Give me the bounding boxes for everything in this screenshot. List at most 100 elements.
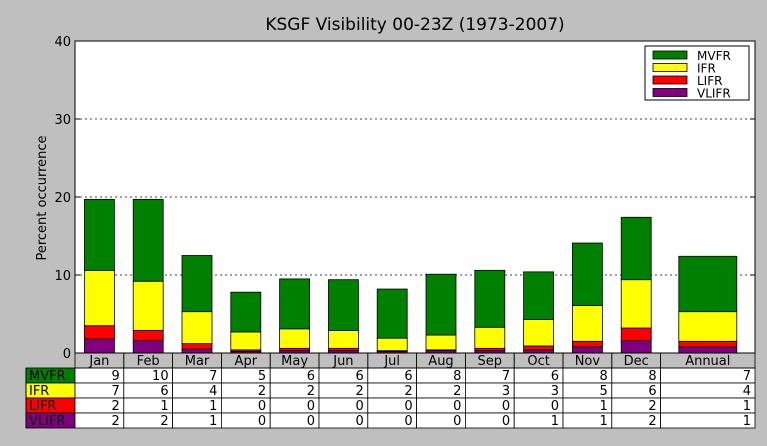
data-table: Jan Feb Mar Apr May Jun Jul Aug Sep Oct Nov Dec Annu… (25, 352, 756, 429)
table-header-cell: Jul (383, 354, 400, 369)
table-cell: 1 (160, 399, 168, 414)
bar-ifr (84, 269, 115, 327)
bar-mvfr (425, 273, 457, 336)
table-header-cell: Feb (137, 354, 160, 369)
bar-mvfr (279, 278, 311, 330)
table-header-cell: Dec (624, 354, 649, 369)
table-cell: 6 (160, 384, 168, 399)
bar-mvfr (327, 279, 359, 331)
table-header-cell: Aug (428, 354, 453, 369)
table-cell: 4 (743, 384, 751, 399)
bar-ifr (376, 337, 408, 352)
legend-label: LIFR (697, 74, 722, 88)
table-cell: 9 (112, 369, 120, 384)
bars (84, 198, 738, 354)
table-cell: 10 (152, 369, 169, 384)
table-cell: 3 (502, 384, 510, 399)
bar-mvfr (132, 198, 164, 282)
table-cell: 0 (502, 399, 510, 414)
table-cell: 2 (112, 399, 120, 414)
table-cell: 0 (453, 399, 461, 414)
table-cell: 2 (307, 384, 315, 399)
table-header-cell: Oct (527, 354, 549, 369)
legend-label: IFR (697, 62, 716, 76)
bar-ifr (425, 334, 457, 351)
table-row-label: LIFR (29, 399, 57, 414)
table-cell: 1 (209, 399, 217, 414)
table-cell: 8 (600, 369, 608, 384)
table-cell-bg (660, 382, 756, 399)
table-cell: 1 (600, 414, 608, 429)
table-header-cell: Annual (685, 354, 730, 369)
y-tick-label: 10 (54, 269, 71, 284)
bar-mvfr (620, 216, 652, 281)
y-tick-label: 30 (54, 113, 71, 128)
table-header-cell: Mar (185, 354, 210, 369)
table-header-cell: Sep (478, 354, 503, 369)
table-cell: 0 (502, 414, 510, 429)
table-header-cell: May (281, 354, 308, 369)
table-cell: 0 (356, 399, 364, 414)
table-cell: 6 (648, 384, 656, 399)
bar-mvfr (230, 291, 262, 333)
table-cell: 7 (112, 384, 120, 399)
bar-lifr (678, 340, 738, 348)
table-cell: 2 (356, 384, 364, 399)
table-header-cell: Nov (575, 354, 601, 369)
table-header-cell: Jun (332, 354, 353, 369)
table-cell: 8 (453, 369, 461, 384)
table-cell: 0 (258, 414, 266, 429)
table-cell: 7 (743, 369, 751, 384)
y-axis-label: Percent occurrence (35, 135, 50, 260)
bar-mvfr (678, 255, 738, 313)
bar-vlifr (678, 346, 738, 354)
table-cell: 0 (307, 399, 315, 414)
y-tick-label: 40 (54, 35, 71, 50)
bar-lifr (132, 329, 164, 341)
table-cell: 1 (209, 414, 217, 429)
bar-vlifr (181, 348, 213, 354)
bar-lifr (181, 343, 213, 350)
table-header-cell: Apr (235, 354, 258, 369)
bar-ifr (327, 329, 359, 349)
bar-lifr (84, 325, 115, 340)
table-cell: 7 (209, 369, 217, 384)
bar-ifr (230, 331, 262, 351)
y-tick-label: 0 (63, 347, 71, 362)
legend-label: VLIFR (697, 87, 731, 101)
bar-mvfr (572, 242, 603, 306)
bar-lifr (523, 345, 554, 351)
table-cell: 8 (648, 369, 656, 384)
bar-vlifr (620, 340, 652, 354)
table-cell: 0 (404, 414, 412, 429)
bar-mvfr (376, 288, 408, 339)
y-tick-label: 20 (54, 191, 71, 206)
table-cell: 2 (453, 384, 461, 399)
table-cell-bg (660, 397, 756, 414)
legend-swatch (652, 50, 688, 60)
bar-mvfr (523, 271, 554, 320)
bar-ifr (474, 326, 506, 349)
table-cell: 0 (453, 414, 461, 429)
bar-ifr (678, 311, 738, 342)
table-cell: 1 (551, 414, 559, 429)
bar-ifr (132, 280, 164, 331)
legend-label: MVFR (697, 49, 731, 63)
table-cell: 0 (307, 414, 315, 429)
bar-ifr (523, 319, 554, 347)
table-cell: 0 (551, 399, 559, 414)
table-cell: 0 (258, 399, 266, 414)
table-row-label: IFR (29, 384, 49, 399)
bar-mvfr (84, 198, 115, 271)
legend-swatch (652, 63, 688, 72)
bar-ifr (181, 311, 213, 345)
bar-vlifr (572, 346, 603, 354)
bar-vlifr (132, 340, 164, 354)
legend-swatch (652, 75, 688, 85)
table-cell: 2 (648, 399, 656, 414)
table-cell-bg (660, 412, 756, 429)
table-cell: 3 (551, 384, 559, 399)
table-header-border (660, 352, 756, 369)
